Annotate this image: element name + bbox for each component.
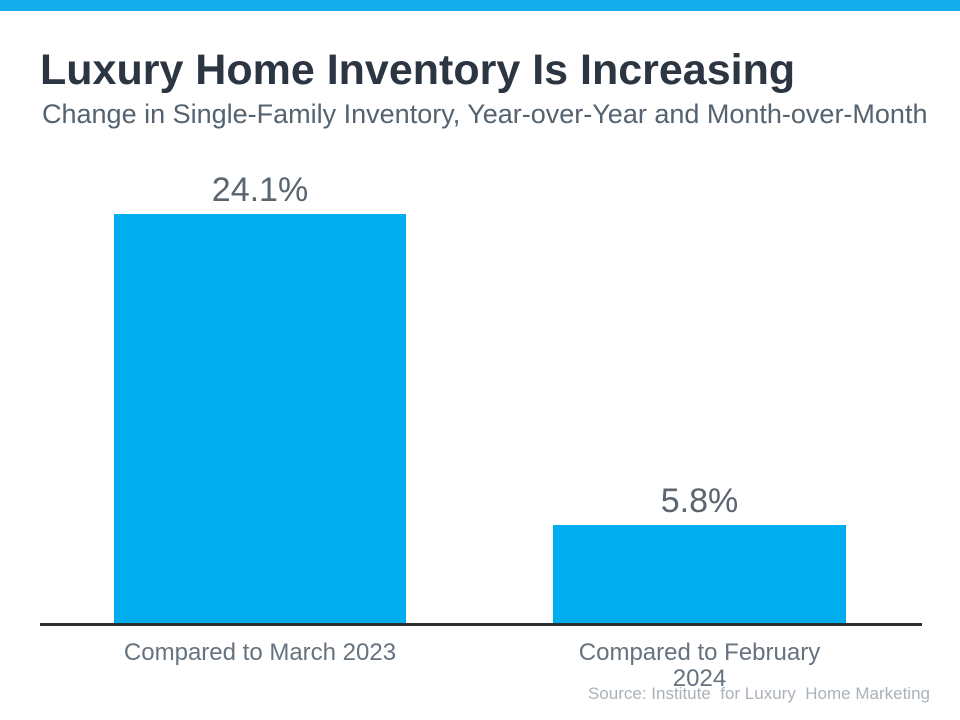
category-label-mom: Compared to February 2024 — [578, 639, 821, 693]
bar-mom — [553, 525, 846, 623]
bar-value-label-mom: 5.8% — [660, 482, 739, 520]
chart-subtitle: Change in Single-Family Inventory, Year-… — [42, 99, 928, 129]
bar-value-label-yoy: 24.1% — [211, 171, 309, 209]
bar-yoy — [114, 214, 406, 623]
x-axis-line — [40, 623, 922, 626]
source-note: Source: Institute for Luxury Home Market… — [587, 684, 930, 703]
top-accent-bar — [0, 0, 960, 11]
chart-title: Luxury Home Inventory Is Increasing — [40, 46, 796, 94]
category-label-yoy: Compared to March 2023 — [123, 639, 397, 666]
bar-group-mom: 5.8% — [553, 484, 846, 623]
bar-group-yoy: 24.1% — [114, 173, 406, 623]
